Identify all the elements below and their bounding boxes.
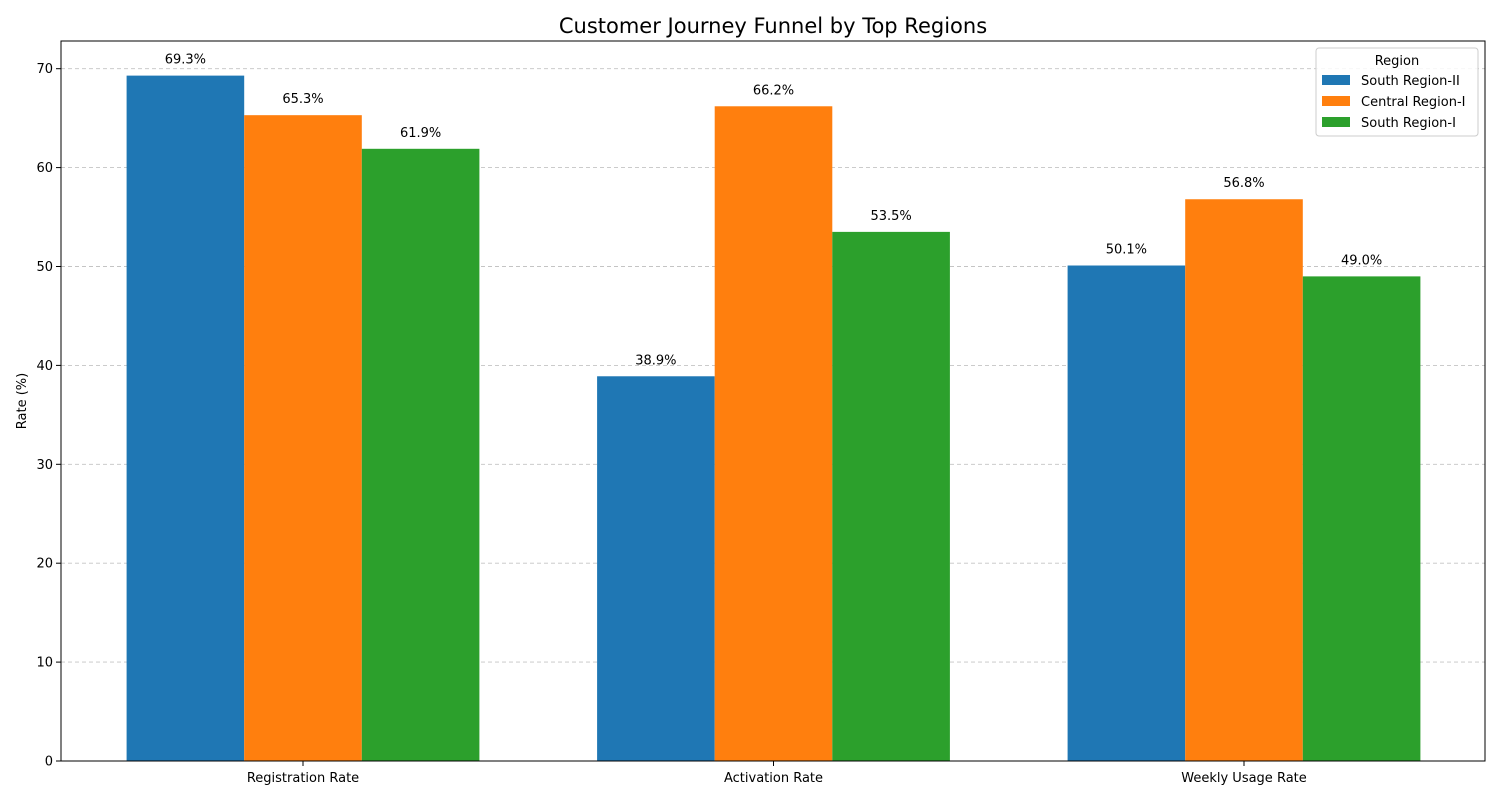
legend-item-label: Central Region-I (1361, 95, 1466, 110)
plot-frame (60, 40, 1486, 762)
data-label: 49.0% (1341, 253, 1382, 268)
y-tick-label: 50 (36, 260, 53, 275)
y-tick-label: 20 (36, 557, 53, 572)
legend-item-label: South Region-I (1361, 116, 1456, 131)
legend-swatch (1322, 117, 1350, 127)
y-tick-label: 60 (36, 161, 53, 176)
legend-item-label: South Region-II (1361, 74, 1460, 89)
data-label: 38.9% (635, 353, 676, 368)
bar (1067, 265, 1186, 761)
x-tick-label: Registration Rate (247, 771, 359, 786)
bar (832, 231, 950, 761)
y-axis-label: Rate (%) (15, 373, 30, 429)
y-tick-label: 30 (36, 458, 53, 473)
y-tick-label: 70 (36, 62, 53, 77)
data-label: 66.2% (753, 83, 794, 98)
bar (597, 376, 715, 761)
bar (361, 148, 480, 762)
x-tick-label: Activation Rate (724, 771, 823, 786)
data-label: 50.1% (1106, 243, 1147, 258)
bar (1185, 199, 1303, 761)
bar (1302, 276, 1421, 761)
x-tick-label: Weekly Usage Rate (1181, 771, 1307, 786)
data-labels: 69.3% 65.3% 61.9% 38.9% 66.2% 53.5% 50.1% 56.8%… (165, 53, 1383, 369)
legend-swatch (1322, 96, 1350, 106)
bar (714, 106, 833, 762)
bar (126, 75, 245, 762)
data-label: 65.3% (282, 92, 323, 107)
legend-box (1315, 47, 1479, 137)
data-label: 53.5% (870, 209, 911, 224)
data-label: 69.3% (165, 53, 206, 68)
axes: 0 10 20 30 40 50 60 70 Registration Rate Activati… (36, 40, 1486, 786)
data-label: 61.9% (400, 126, 441, 141)
bars (126, 75, 1421, 762)
data-label: 56.8% (1223, 176, 1264, 191)
legend-swatch (1322, 75, 1350, 85)
legend-title: Region (1375, 54, 1420, 69)
bar (244, 115, 362, 761)
y-tick-label: 0 (45, 755, 53, 770)
y-tick-label: 10 (36, 656, 53, 671)
chart-title: Customer Journey Funnel by Top Regions (559, 14, 987, 38)
legend[interactable]: Region South Region-II Central Region-I Sou… (1315, 47, 1479, 137)
y-tick-label: 40 (36, 359, 53, 374)
